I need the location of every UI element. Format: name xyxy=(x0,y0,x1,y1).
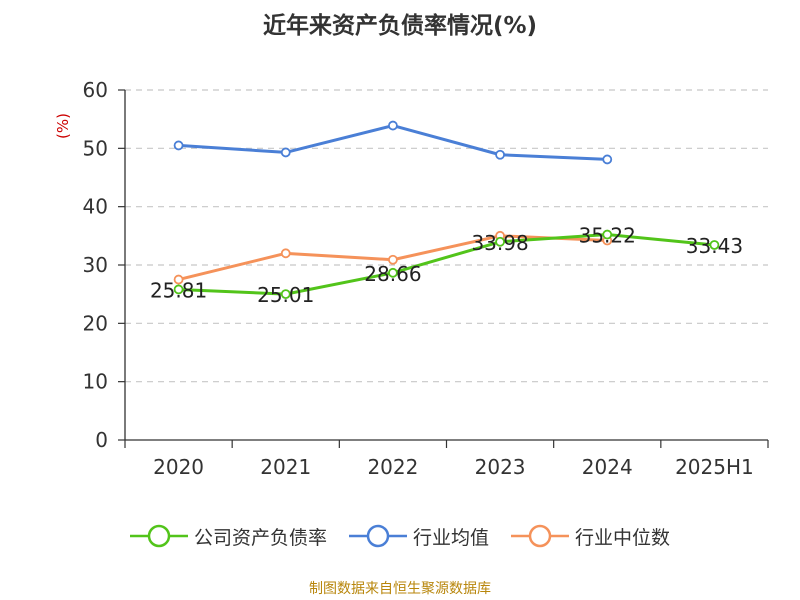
series-2-point-2020 xyxy=(173,274,184,285)
series-1-point-2020 xyxy=(173,140,184,151)
legend-item-industry-mean[interactable]: 行业均值 xyxy=(348,523,489,550)
series-1-point-2022 xyxy=(388,120,398,131)
x-tick-label-2020: 2020 xyxy=(153,455,204,479)
series-2-point-2022 xyxy=(388,254,398,265)
y-tick-label-40: 40 xyxy=(83,195,108,219)
y-axis-label: (%) xyxy=(54,113,72,139)
x-tick-label-2023: 2023 xyxy=(475,455,526,479)
y-tick-label-30: 30 xyxy=(83,253,108,277)
series-line-1 xyxy=(178,124,608,161)
series-0-point-2023 xyxy=(495,236,505,247)
y-tick-label-20: 20 xyxy=(83,311,108,335)
series-0-point-2025H1 xyxy=(709,240,720,250)
series-1-point-2023 xyxy=(495,149,505,160)
x-tick-label-2022: 2022 xyxy=(367,455,418,479)
x-tick-label-2021: 2021 xyxy=(260,455,311,479)
legend-swatch-company xyxy=(129,524,188,548)
legend-label-industry-mean: 行业均值 xyxy=(412,526,489,549)
legend-label-industry-median: 行业中位数 xyxy=(575,526,671,549)
data-label-2021: 25.01 xyxy=(257,283,314,307)
legend-item-industry-median[interactable]: 行业中位数 xyxy=(511,523,670,550)
series-0-point-2021 xyxy=(280,289,291,300)
y-tick-label-60: 60 xyxy=(83,78,108,102)
series-line-0 xyxy=(178,233,715,296)
data-source-note: 制图数据来自恒生聚源数据库 xyxy=(309,581,491,597)
series-0-point-2024 xyxy=(602,229,613,240)
legend-swatch-industry-median xyxy=(511,524,569,548)
series-0-point-2020 xyxy=(173,284,184,295)
legend: 公司资产负债率 行业均值 行业中位数 xyxy=(0,520,800,552)
chart-title: 近年来资产负债率情况(%) xyxy=(262,13,538,39)
series-2-point-2021 xyxy=(280,248,291,259)
data-label-2020: 25.81 xyxy=(150,278,207,302)
data-label-2023: 33.98 xyxy=(471,231,528,255)
y-tick-label-0: 0 xyxy=(95,428,108,452)
series-1-point-2024 xyxy=(602,154,613,165)
y-tick-label-50: 50 xyxy=(83,136,108,160)
data-label-2025H1: 33.43 xyxy=(686,234,743,258)
x-tick-label-2025H1: 2025H1 xyxy=(675,455,754,479)
series-0-point-2022 xyxy=(388,267,398,278)
data-label-2024: 35.22 xyxy=(579,224,636,248)
series-1-point-2021 xyxy=(280,147,291,158)
legend-swatch-industry-mean xyxy=(348,524,407,548)
legend-label-company: 公司资产负债率 xyxy=(193,526,327,549)
data-label-2022: 28.66 xyxy=(364,262,421,286)
legend-item-company[interactable]: 公司资产负债率 xyxy=(129,523,327,550)
y-tick-label-10: 10 xyxy=(83,370,108,394)
x-tick-label-2024: 2024 xyxy=(582,455,633,479)
